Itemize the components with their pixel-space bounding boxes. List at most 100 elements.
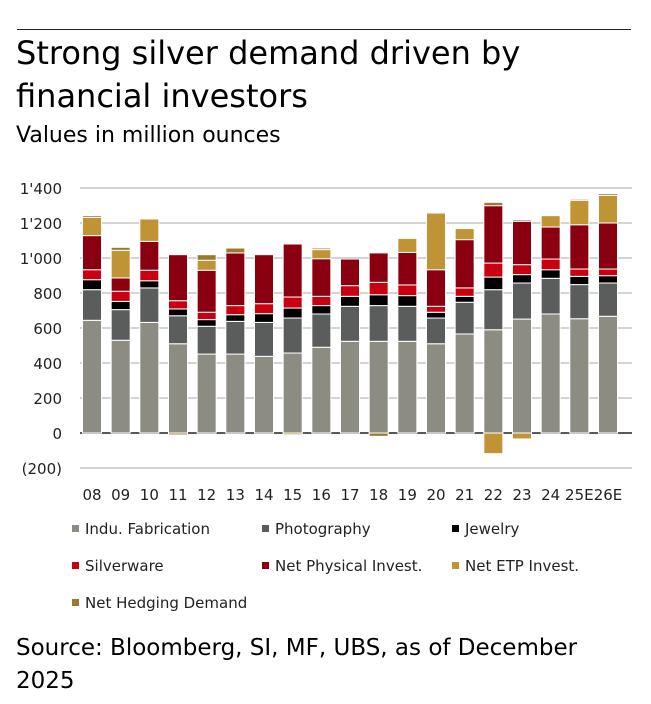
bar-segment-indu-fabrication (254, 355, 274, 434)
bar-segment-silverware (82, 269, 102, 281)
bar-segment-jewelry (397, 295, 418, 307)
bar-segment-net-hedging-demand (368, 432, 389, 437)
bar-segment-indu-fabrication (397, 340, 418, 434)
x-tick-label: 13 (226, 486, 245, 504)
bar-segment-silverware (311, 295, 332, 307)
bar-segment-photography (311, 313, 332, 348)
bar-segment-net-etp-invest- (196, 259, 217, 271)
bar-segment-net-hedging-demand (512, 219, 532, 222)
bar-segment-net-hedging-demand (225, 247, 246, 254)
bar-segment-indu-fabrication (225, 353, 246, 434)
bar-segment-net-physical-invest- (282, 243, 303, 298)
y-tick-label: 1'000 (20, 250, 62, 268)
legend-label: Indu. Fabrication (85, 520, 210, 538)
x-tick-label: 20 (426, 486, 445, 504)
y-tick-label: 0 (52, 425, 62, 443)
bar-segment-photography (196, 325, 217, 355)
x-tick-label: 08 (82, 486, 101, 504)
bar-segment-photography (569, 284, 590, 320)
bar-segment-indu-fabrication (598, 315, 618, 434)
bar-segment-jewelry (483, 276, 504, 291)
legend-item: Jewelry (452, 520, 519, 538)
bar-segment-jewelry (225, 314, 246, 322)
legend-item: Net Physical Invest. (262, 557, 422, 575)
legend-item: Indu. Fabrication (72, 520, 210, 538)
x-tick-label: 16 (312, 486, 331, 504)
bar-segment-silverware (512, 264, 532, 276)
bar-segment-indu-fabrication (569, 318, 590, 434)
bar-segment-net-physical-invest- (598, 222, 618, 270)
legend-label: Net ETP Invest. (465, 557, 580, 575)
bar-segment-photography (512, 282, 532, 320)
bar-segment-photography (340, 305, 360, 342)
legend-swatch (452, 562, 459, 569)
bar-segment-jewelry (569, 275, 590, 286)
x-tick-label: 25E (565, 486, 594, 504)
bar-segment-silverware (426, 305, 446, 313)
bar-segment-silverware (139, 269, 160, 282)
bar-segment-jewelry (426, 311, 446, 319)
bar-segment-net-etp-invest- (282, 432, 303, 436)
bar-segment-net-physical-invest- (340, 258, 360, 287)
bar-segment-photography (483, 289, 504, 331)
bar-segment-net-physical-invest- (397, 251, 418, 286)
bar-segment-net-etp-invest- (311, 249, 332, 260)
source-note: Source: Bloomberg, SI, MF, UBS, as of De… (16, 635, 578, 694)
legend-label: Jewelry (465, 520, 520, 538)
bar-segment-jewelry (110, 300, 131, 311)
bar-segment-net-physical-invest- (569, 224, 590, 270)
x-tick-label: 26E (594, 486, 623, 504)
bar-segment-jewelry (311, 305, 332, 315)
bar-segment-net-etp-invest- (512, 432, 532, 440)
bar-segment-net-physical-invest- (368, 252, 389, 283)
bar-segment-photography (254, 321, 274, 357)
bar-segment-indu-fabrication (540, 313, 561, 434)
bar-segment-net-physical-invest- (254, 254, 274, 305)
y-tick-label: 600 (33, 320, 62, 338)
bar-segment-net-etp-invest- (397, 237, 418, 253)
legend-swatch (452, 525, 459, 532)
bar-segment-net-etp-invest- (483, 432, 504, 455)
bar-segment-jewelry (340, 295, 360, 307)
bar-segment-indu-fabrication (483, 329, 504, 434)
bar-segment-net-hedging-demand (598, 193, 618, 196)
x-tick-label: 14 (254, 486, 273, 504)
x-tick-label: 23 (512, 486, 531, 504)
stacked-bar-chart: 1'400 1'200 1'000 800 600 400 200 0 (200) 08 09 10 1… (20, 180, 632, 504)
y-tick-label: 1'200 (20, 215, 62, 233)
x-tick-label: 24 (541, 486, 560, 504)
legend-item: Net ETP Invest. (452, 557, 579, 575)
bar-segment-silverware (225, 305, 246, 316)
bar-segment-indu-fabrication (426, 343, 446, 434)
legend-swatch (262, 525, 269, 532)
bar-segment-photography (82, 289, 102, 321)
y-tick-label: (200) (22, 460, 62, 478)
bar-segment-jewelry (368, 294, 389, 307)
bar-segment-net-hedging-demand (311, 247, 332, 251)
bar-segment-net-physical-invest- (82, 235, 102, 271)
bar-segment-net-etp-invest- (426, 212, 446, 271)
x-tick-label: 17 (340, 486, 359, 504)
bar-segment-photography (110, 309, 131, 341)
x-tick-label: 18 (369, 486, 388, 504)
bar-segment-net-physical-invest- (540, 226, 561, 260)
bar-segment-silverware (196, 311, 217, 321)
bar-segment-jewelry (254, 313, 274, 323)
bar-segment-silverware (483, 262, 504, 278)
bar-segment-jewelry (454, 295, 475, 303)
bar-segment-indu-fabrication (196, 353, 217, 434)
bar-segment-jewelry (512, 274, 532, 284)
bar-segment-jewelry (196, 319, 217, 327)
x-tick-label: 21 (455, 486, 474, 504)
legend-label: Net Hedging Demand (85, 594, 248, 612)
bar-segment-jewelry (82, 279, 102, 291)
legend-label: Photography (275, 520, 371, 538)
bar-segment-photography (282, 317, 303, 354)
bar-segment-net-etp-invest- (110, 249, 131, 279)
bar-segment-net-etp-invest- (598, 194, 618, 224)
bar-segment-photography (598, 282, 618, 317)
bar-segment-photography (368, 305, 389, 342)
y-tick-label: 400 (33, 355, 62, 373)
legend-swatch (72, 599, 79, 606)
bar-segment-net-physical-invest- (426, 269, 446, 307)
